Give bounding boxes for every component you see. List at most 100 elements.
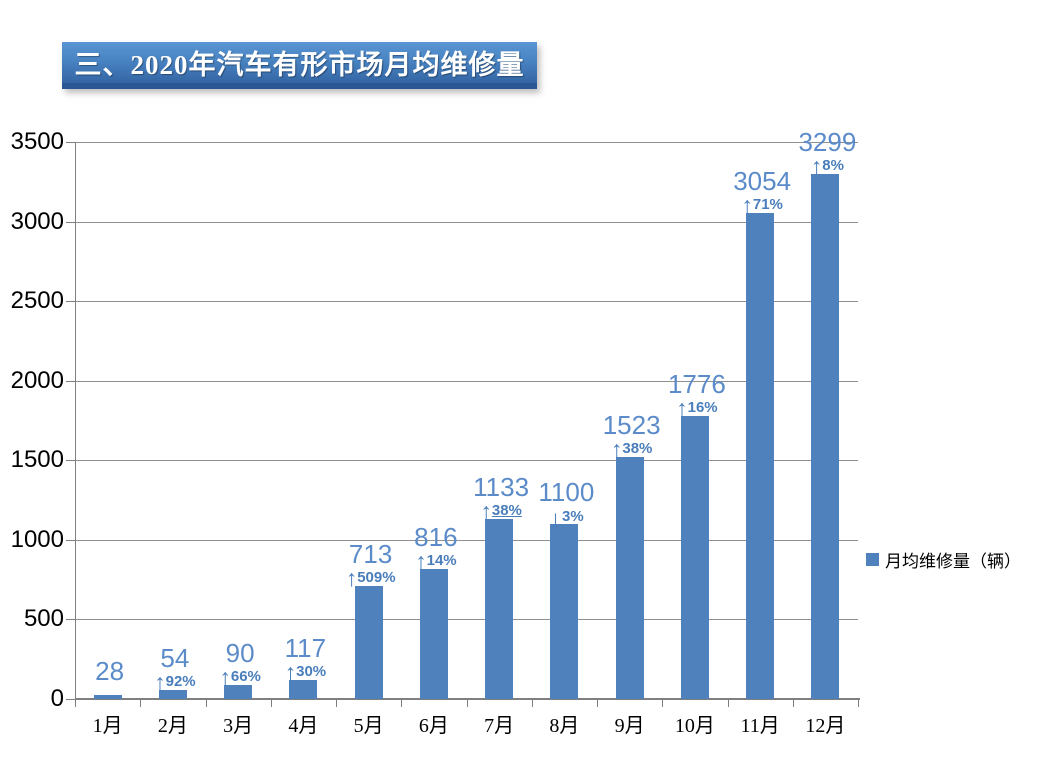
y-axis-label: 500 xyxy=(23,605,64,633)
bar xyxy=(615,456,644,699)
x-axis-category-label: 2月 xyxy=(157,715,188,737)
percent-change-value: 38% xyxy=(491,501,522,519)
y-axis-label: 3500 xyxy=(10,128,64,155)
bar-change-label: ↑16% xyxy=(637,395,757,422)
bar xyxy=(289,680,318,699)
up-arrow-icon: ↑ xyxy=(741,191,753,218)
bar-value-label: 1523 xyxy=(602,409,661,440)
bar-value-label: 3054 xyxy=(733,165,792,196)
bar-label: 90 ↑66% xyxy=(180,637,300,690)
x-axis-category-label: 6月 xyxy=(418,715,449,737)
title-banner: 三、2020年汽车有形市场月均维修量 xyxy=(62,42,537,89)
bar-change-label: ↑14% xyxy=(376,550,496,573)
percent-change-value: 509% xyxy=(357,568,396,586)
up-arrow-icon: ↑ xyxy=(810,152,823,179)
x-axis-category-label: 5月 xyxy=(353,715,384,737)
bar-label: 54 ↑92% xyxy=(115,643,235,696)
bar-change-label: ↑66% xyxy=(180,663,300,690)
x-axis-tick xyxy=(662,699,664,707)
bar-value-label: 28 xyxy=(95,655,125,686)
percent-change-value: 16% xyxy=(687,399,718,417)
up-arrow-icon: ↑ xyxy=(154,669,166,696)
bar-label: 1100 ↓3% xyxy=(506,476,626,532)
bar xyxy=(224,684,253,699)
percent-change-value: 14% xyxy=(426,552,457,570)
bar xyxy=(93,694,122,699)
y-axis-tick xyxy=(66,619,75,621)
legend-label: 月均维修量（辆） xyxy=(885,552,1021,571)
bar-value-label: 1133 xyxy=(473,471,530,502)
bar-change-label: ↑92% xyxy=(115,669,235,696)
y-gridline xyxy=(75,142,858,143)
bar-label: 3299 ↑8% xyxy=(767,129,887,179)
x-axis-tick xyxy=(401,699,403,707)
x-axis-tick xyxy=(336,699,337,707)
x-axis-tick xyxy=(270,699,272,707)
y-axis-tick xyxy=(66,460,75,462)
y-gridline xyxy=(75,539,858,541)
up-arrow-icon: ↑ xyxy=(676,395,688,422)
bar-label: 1776 ↑16% xyxy=(637,369,757,422)
x-axis-tick xyxy=(140,699,142,707)
bar-value-label: 1776 xyxy=(667,369,726,400)
y-gridline xyxy=(75,619,858,621)
bar xyxy=(680,416,709,699)
page-title: 三、2020年汽车有形市场月均维修量 xyxy=(74,50,525,80)
bar-change-label: ↓3% xyxy=(506,505,626,532)
percent-change-value: 92% xyxy=(165,673,196,691)
y-axis-tick xyxy=(66,301,75,303)
bar-value-label: 1100 xyxy=(538,476,595,507)
y-axis-label: 0 xyxy=(50,685,64,712)
bar-value-label: 54 xyxy=(160,643,190,674)
bar-change-label: ↑71% xyxy=(702,191,822,218)
up-arrow-icon: ↑ xyxy=(284,659,297,686)
x-axis-category-label: 1月 xyxy=(92,715,123,737)
bar-change-label: ↑38% xyxy=(572,435,692,462)
y-axis-tick xyxy=(66,539,75,541)
y-gridline xyxy=(75,301,858,303)
percent-change-value: 3% xyxy=(562,507,584,525)
bar xyxy=(419,569,448,699)
up-arrow-icon: ↑ xyxy=(610,435,623,462)
up-arrow-icon: ↑ xyxy=(345,564,358,591)
up-arrow-icon: ↑ xyxy=(480,497,492,524)
bar-value-label: 117 xyxy=(284,633,327,664)
legend: 月均维修量（辆） xyxy=(866,547,1021,572)
bar-value-label: 90 xyxy=(225,637,255,668)
bar-label: 713 ↑509% xyxy=(311,538,431,591)
x-axis-category-label: 9月 xyxy=(614,715,645,737)
bar xyxy=(811,173,840,699)
bar xyxy=(158,690,187,699)
x-axis-category-label: 11月 xyxy=(740,715,780,737)
bar-change-label: ↑509% xyxy=(311,564,431,591)
bar-value-label: 713 xyxy=(348,538,393,569)
legend-marker-icon xyxy=(866,553,879,566)
bar xyxy=(485,518,514,699)
y-axis-label: 2000 xyxy=(10,366,64,394)
x-axis-category-label: 7月 xyxy=(484,715,515,737)
y-gridline xyxy=(75,460,858,462)
y-gridline xyxy=(75,380,858,382)
bar-label: 3054 ↑71% xyxy=(702,165,822,218)
y-axis-tick xyxy=(66,380,75,382)
percent-change-value: 38% xyxy=(622,439,653,457)
y-axis-label: 2500 xyxy=(10,287,64,315)
y-axis-label: 3000 xyxy=(10,207,64,235)
y-gridline xyxy=(75,221,858,223)
x-axis-category-label: 4月 xyxy=(288,715,319,737)
y-axis-label: 1000 xyxy=(10,525,64,553)
percent-change-value: 8% xyxy=(822,156,844,174)
bar-label: 1133 ↑38% xyxy=(441,471,561,524)
bar xyxy=(746,212,775,699)
bar-change-label: ↑8% xyxy=(767,152,887,179)
bar-change-label: ↑38% xyxy=(441,497,561,524)
up-arrow-icon: ↑ xyxy=(219,663,231,690)
x-axis-tick xyxy=(531,699,533,707)
x-axis-tick xyxy=(597,699,598,707)
y-axis-tick xyxy=(66,699,75,700)
bar-label: 28 xyxy=(50,658,170,684)
bar xyxy=(354,585,383,699)
bar-label: 816 ↑14% xyxy=(376,524,496,573)
percent-change-value: 71% xyxy=(752,195,783,213)
